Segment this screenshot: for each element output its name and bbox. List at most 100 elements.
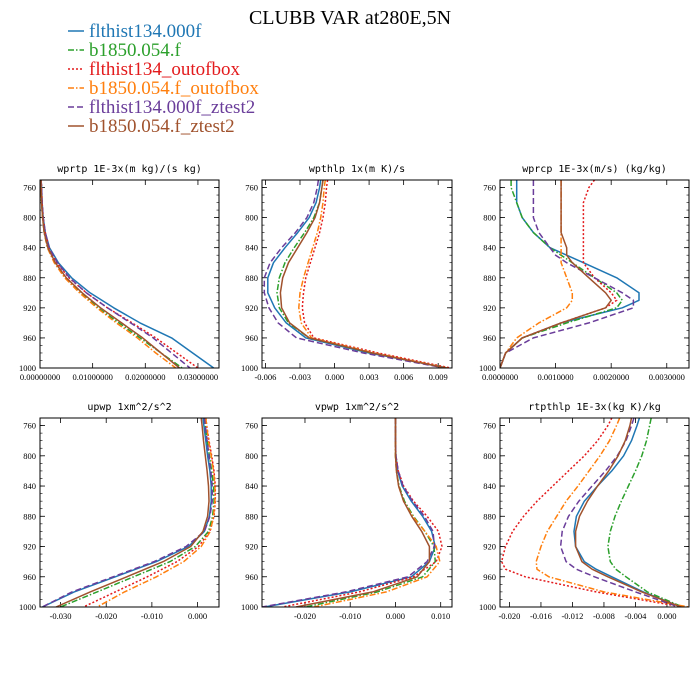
y-tick-label: 960 xyxy=(23,572,36,582)
y-tick-label: 960 xyxy=(483,333,496,343)
y-tick-label: 1000 xyxy=(479,602,496,612)
series-line-b1850-054-f xyxy=(607,418,683,607)
x-tick-label: 0.000 xyxy=(188,611,207,621)
y-tick-label: 840 xyxy=(483,243,496,253)
y-tick-label: 920 xyxy=(23,303,36,313)
panel-2: wpthlp 1x(m K)/s7608008408809209601000-0… xyxy=(241,164,453,382)
x-tick-label: 0.000 xyxy=(657,611,676,621)
panels: wprtp 1E-3x(m kg)/(s kg) 760 800 840 880 920 9… xyxy=(19,164,690,621)
y-tick-label: 920 xyxy=(245,542,258,552)
y-tick-label: 920 xyxy=(23,542,36,552)
series-line-b1850-054-f-ztest2 xyxy=(574,418,682,607)
panel-6: rtpthlp 1E-3x(kg K)/kg 760 800 840 880 920 960… xyxy=(479,402,690,621)
panel-title: wprtp 1E-3x(m kg)/(s kg) xyxy=(57,164,202,175)
series-line-b1850-054-f-outofbox xyxy=(96,418,216,607)
y-tick-label: 880 xyxy=(483,511,496,521)
series-group xyxy=(263,180,451,368)
series-line-b1850-054-f-ztest2 xyxy=(40,180,180,368)
y-tick-label: 800 xyxy=(483,213,496,223)
x-tick-label: -0.020 xyxy=(498,611,520,621)
x-tick-label: -0.012 xyxy=(561,611,583,621)
series-line-b1850-054-f xyxy=(40,180,183,368)
y-tick-label: 840 xyxy=(483,481,496,491)
x-tick-label: 0.03000000 xyxy=(178,372,218,382)
x-tick-label: 0.0020000 xyxy=(593,372,629,382)
x-tick-label: -0.008 xyxy=(593,611,615,621)
plot-frame xyxy=(39,417,220,608)
y-tick-label: 880 xyxy=(245,511,258,521)
legend-label: b1850.054.f xyxy=(89,40,182,61)
plot-frame xyxy=(261,179,453,369)
y-tick-label: 800 xyxy=(245,213,258,223)
x-tick-label: 0.000 xyxy=(386,611,405,621)
panel-5: vpwp 1xm^2/s^2 760 800 840 880 920 960 1000 -0.0… xyxy=(241,402,453,621)
panel-title: wprcp 1E-3x(m/s) (kg/kg) xyxy=(522,164,667,175)
y-tick-label: 840 xyxy=(23,481,36,491)
legend-label: flthist134_outofbox xyxy=(89,59,240,80)
series-line-b1850-054-f xyxy=(304,418,437,607)
y-tick-label: 1000 xyxy=(479,363,496,373)
x-tick-label: 0.0000000 xyxy=(482,372,518,382)
y-tick-label: 760 xyxy=(483,421,496,431)
x-tick-label: 0.010 xyxy=(431,611,450,621)
series-line-b1850-054-f xyxy=(60,418,215,607)
series-line-b1850-054-f xyxy=(500,180,624,368)
y-tick-label: 960 xyxy=(23,333,36,343)
x-tick-label: -0.020 xyxy=(294,611,316,621)
legend-label: b1850.054.f_outofbox xyxy=(89,78,259,99)
x-tick-label: -0.003 xyxy=(289,372,311,382)
x-tick-label: -0.016 xyxy=(530,611,552,621)
series-group xyxy=(500,418,689,607)
x-tick-label: 0.00000000 xyxy=(20,372,60,382)
y-tick-label: 880 xyxy=(245,273,258,283)
x-tick-label: 0.0010000 xyxy=(538,372,574,382)
y-tick-label: 960 xyxy=(245,572,258,582)
y-tick-label: 1000 xyxy=(241,363,258,373)
y-tick-label: 960 xyxy=(483,572,496,582)
y-tick-label: 840 xyxy=(23,243,36,253)
y-tick-label: 1000 xyxy=(19,363,36,373)
panel-title: upwp 1xm^2/s^2 xyxy=(87,402,171,413)
legend: flthist134.000fb1850.054.fflthist134_out… xyxy=(68,21,259,137)
x-tick-label: 0.000 xyxy=(325,372,344,382)
y-tick-label: 760 xyxy=(483,183,496,193)
y-tick-label: 960 xyxy=(245,333,258,343)
y-tick-label: 760 xyxy=(23,183,36,193)
series-line-b1850-054-f-ztest2 xyxy=(295,418,431,607)
y-tick-label: 760 xyxy=(245,183,258,193)
y-tick-label: 920 xyxy=(483,542,496,552)
legend-label: flthist134.000f_ztest2 xyxy=(89,97,255,118)
series-line-flthist134-000f xyxy=(267,180,448,368)
series-line-flthist134-000f xyxy=(41,418,212,607)
series-line-flthist134-outofbox xyxy=(500,180,618,368)
plot-frame xyxy=(499,417,690,608)
y-tick-label: 800 xyxy=(245,451,258,461)
x-tick-label: 0.02000000 xyxy=(125,372,165,382)
y-tick-label: 760 xyxy=(245,421,258,431)
legend-label: b1850.054.f_ztest2 xyxy=(89,116,235,137)
panel-4: upwp 1xm^2/s^2 760 800 840 880 920 960 1000 -0.0… xyxy=(19,402,220,621)
plot-frame xyxy=(499,179,690,369)
y-tick-label: 880 xyxy=(483,273,496,283)
legend-label: flthist134.000f xyxy=(89,21,202,42)
series-line-flthist134-000f-ztest2 xyxy=(263,180,446,368)
series-line-flthist134-000f-ztest2 xyxy=(40,180,191,368)
y-tick-label: 800 xyxy=(23,213,36,223)
y-tick-label: 800 xyxy=(483,451,496,461)
y-tick-label: 1000 xyxy=(19,602,36,612)
series-line-flthist134-outofbox xyxy=(500,418,683,607)
x-tick-label: -0.020 xyxy=(95,611,117,621)
series-line-b1850-054-f-ztest2 xyxy=(279,180,447,368)
series-line-b1850-054-f-outofbox xyxy=(298,180,448,368)
series-line-flthist134-000f-ztest2 xyxy=(41,418,213,607)
x-tick-label: -0.010 xyxy=(339,611,361,621)
y-tick-label: 840 xyxy=(245,243,258,253)
panel-title: wpthlp 1x(m K)/s xyxy=(309,164,405,175)
y-tick-label: 800 xyxy=(23,451,36,461)
panel-title: rtpthlp 1E-3x(kg K)/kg xyxy=(528,402,660,413)
x-tick-label: -0.004 xyxy=(624,611,647,621)
series-line-b1850-054-f-outofbox xyxy=(535,418,689,607)
y-tick-label: 760 xyxy=(23,421,36,431)
x-tick-label: -0.010 xyxy=(141,611,163,621)
